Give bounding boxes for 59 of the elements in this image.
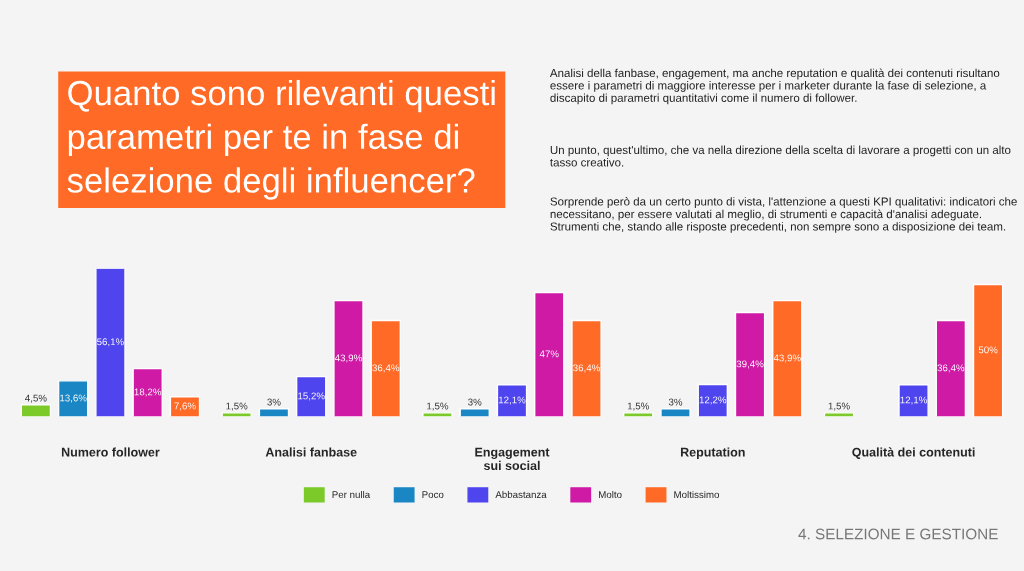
- chart-subtitle: Analisi della fanbase, engagement, ma anche reputation e qualità dei contenuti risultano essere i parametri di maggiore interesse per i marketer durante la fase di selezione, a discapito di parametri quantitativi come il numero di follower.: [549, 68, 1000, 105]
- chart-title: Quanto sono rilevanti questi parametri per te in fase di selezione degli influencer?: [67, 79, 495, 200]
- bar: [772, 299, 803, 417]
- text: 4. SELEZIONE E GESTIONE: [798, 528, 998, 540]
- bar: [295, 375, 327, 417]
- data-label: 18,2%: [134, 388, 162, 397]
- bar: [57, 380, 89, 417]
- bar: [534, 291, 565, 417]
- data-label: 4,5%: [25, 394, 47, 403]
- x-tick-label: Numero follower: [61, 447, 160, 457]
- x-tick-label: Reputation: [680, 447, 745, 460]
- bar: [496, 384, 528, 417]
- bar: [935, 319, 967, 417]
- data-label: 3%: [668, 398, 683, 406]
- data-label: 3%: [267, 398, 281, 406]
- x-tick-label: Qualità dei contenuti: [852, 447, 975, 459]
- bar: [95, 268, 126, 417]
- bar: [571, 319, 602, 417]
- data-label: 50%: [978, 346, 998, 354]
- data-label: 1,5%: [226, 402, 248, 411]
- text: Un punto, quest'ultimo, che va nella direzione della scelta di lavorare a progetti con un alto tasso creativo.: [550, 145, 1011, 167]
- legend-label: Abbastanza: [495, 490, 547, 499]
- bar: [972, 283, 1004, 417]
- data-label: 47%: [539, 350, 559, 358]
- data-label: 36,4%: [573, 364, 600, 373]
- data-label: 39,4%: [736, 360, 764, 369]
- data-label: 12,1%: [498, 396, 526, 405]
- bar: [660, 408, 691, 417]
- legend-label: Per nulla: [332, 490, 371, 499]
- bar: [370, 319, 401, 417]
- bar: [697, 383, 729, 417]
- data-label: 36,4%: [372, 364, 400, 373]
- legend-label: Molto: [599, 490, 622, 499]
- bar: [333, 299, 364, 417]
- bar: [258, 408, 290, 417]
- legend-label: Poco: [422, 491, 444, 499]
- bar: [734, 311, 766, 417]
- x-tick-label: Engagement sui social: [475, 447, 550, 471]
- data-label: 36,4%: [937, 364, 965, 373]
- bar: [459, 408, 490, 417]
- bar: [20, 404, 52, 417]
- bar: [132, 367, 163, 417]
- bar: [169, 396, 201, 417]
- data-label: 1,5%: [828, 402, 850, 411]
- data-label: 7,6%: [174, 402, 196, 411]
- data-label: 3%: [468, 398, 482, 406]
- data-label: 56,1%: [97, 338, 124, 347]
- data-label: 12,1%: [900, 396, 928, 405]
- x-tick-label: Analisi fanbase: [265, 447, 357, 457]
- text: Sorprende però da un certo punto di vista, l'attenzione a questi KPI qualitativi: indicatori che necessitano, per essere valutati al meglio, di strumenti e capacità d'analisi adeguate. Strumenti che, stando alle risposte precedenti, non sempre sono a disposizione dei team.: [550, 197, 1017, 233]
- data-label: 43,9%: [334, 354, 362, 363]
- data-label: 43,9%: [773, 354, 801, 363]
- data-label: 1,5%: [427, 402, 449, 411]
- data-label: 13,6%: [60, 394, 87, 403]
- bar: [898, 384, 929, 417]
- legend-label: Moltissimo: [674, 490, 720, 499]
- data-label: 1,5%: [627, 402, 649, 411]
- data-label: 12,2%: [699, 396, 727, 405]
- data-label: 15,2%: [298, 392, 325, 401]
